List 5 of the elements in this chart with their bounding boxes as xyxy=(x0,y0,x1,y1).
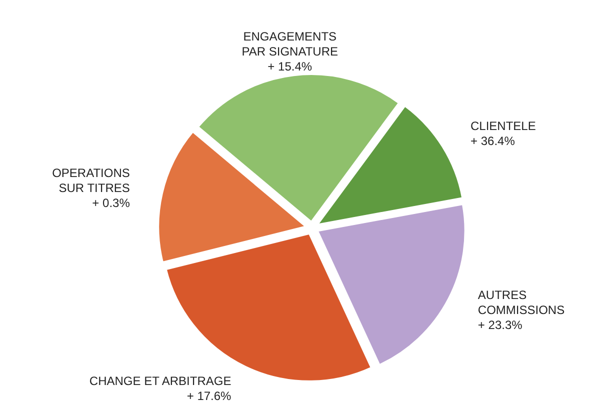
slice-label: CHANGE ET ARBITRAGE + 17.6% xyxy=(89,374,232,404)
slice-label: AUTRES COMMISSIONS + 23.3% xyxy=(478,288,565,332)
slice-label: OPERATIONS SUR TITRES + 0.3% xyxy=(52,166,130,210)
slice-label: ENGAGEMENTS PAR SIGNATURE + 15.4% xyxy=(242,29,338,74)
slice-label: CLIENTELE + 36.4% xyxy=(470,119,536,148)
